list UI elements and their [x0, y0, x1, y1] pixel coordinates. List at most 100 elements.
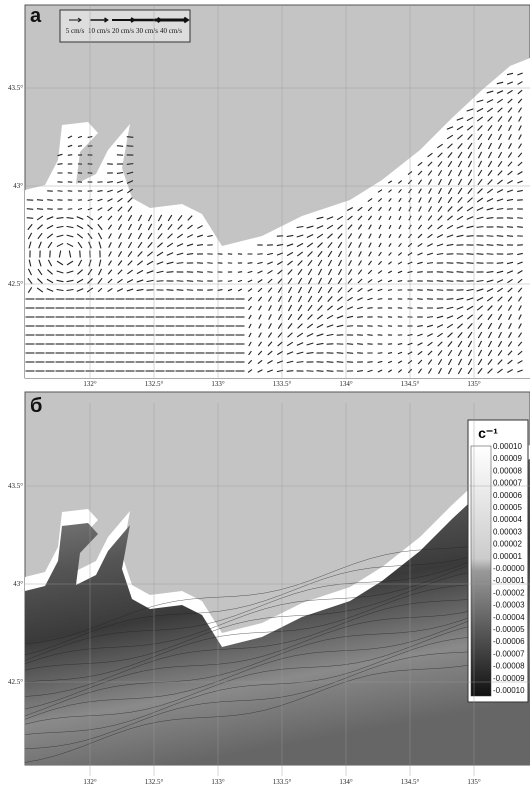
- current-arrow: [507, 236, 513, 237]
- legend-label: 30 cm/s: [136, 27, 158, 35]
- lon-label: 133.5°: [273, 380, 292, 388]
- lon-label: 135°: [467, 380, 481, 388]
- colorbar-label: -0.00009: [493, 674, 525, 683]
- current-arrow: [117, 146, 123, 147]
- lon-label: 133°: [211, 380, 225, 388]
- lon-label: 133.5°: [273, 778, 292, 786]
- current-arrow: [317, 371, 324, 372]
- current-arrow: [507, 227, 513, 228]
- current-arrow: [177, 263, 184, 264]
- current-arrow: [257, 254, 262, 255]
- colorbar-label: -0.00007: [493, 649, 525, 658]
- current-arrow: [37, 209, 43, 210]
- current-arrow: [167, 290, 174, 291]
- current-arrow: [367, 335, 372, 336]
- lat-label: 42.5°: [8, 678, 23, 686]
- current-arrow: [378, 299, 383, 300]
- colorbar-label: -0.00003: [493, 601, 525, 610]
- current-arrow: [477, 227, 484, 228]
- current-arrow: [367, 308, 372, 309]
- current-arrow: [487, 254, 494, 255]
- current-arrow: [327, 362, 334, 363]
- lon-label: 132°: [83, 380, 97, 388]
- current-arrow: [467, 236, 474, 237]
- current-arrow: [467, 254, 474, 255]
- current-arrow: [517, 218, 523, 219]
- lat-label: 43°: [13, 182, 23, 190]
- current-arrow: [127, 137, 134, 138]
- current-arrow: [447, 272, 454, 273]
- current-arrow: [417, 272, 423, 273]
- current-arrow: [437, 290, 443, 291]
- current-arrow: [197, 281, 203, 282]
- legend-label: 20 cm/s: [112, 27, 134, 35]
- lat-label: 42.5°: [8, 280, 23, 288]
- current-arrow: [167, 272, 174, 273]
- colorbar-label: -0.00004: [493, 613, 525, 622]
- legend-label: 10 cm/s: [88, 27, 110, 35]
- current-arrow: [427, 317, 433, 318]
- current-arrow: [68, 155, 72, 156]
- current-arrow: [447, 299, 454, 300]
- current-arrow: [497, 245, 503, 246]
- colorbar-label: 0.00006: [493, 491, 522, 500]
- current-arrow: [487, 245, 494, 246]
- colorbar-label: 0.00010: [493, 442, 522, 451]
- current-arrow: [517, 227, 523, 228]
- current-arrow: [347, 344, 353, 345]
- current-arrow: [177, 290, 184, 291]
- lat-label: 43°: [13, 580, 23, 588]
- current-arrow: [357, 344, 363, 345]
- current-arrow: [57, 191, 62, 192]
- current-arrow: [37, 200, 43, 201]
- current-arrow: [207, 263, 212, 264]
- lat-label: 43.5°: [8, 84, 23, 92]
- lon-label: 134.5°: [401, 380, 420, 388]
- current-arrow: [388, 290, 392, 291]
- colorbar-label: -0.00008: [493, 662, 525, 671]
- lon-label: 132.5°: [145, 778, 164, 786]
- current-arrow: [127, 146, 134, 147]
- current-arrow: [437, 281, 443, 282]
- legend-label: 40 cm/s: [160, 27, 182, 35]
- current-arrow: [447, 281, 454, 282]
- colorbar-label: 0.00001: [493, 552, 522, 561]
- lat-label: 43.5°: [8, 482, 23, 490]
- current-arrow: [197, 272, 203, 273]
- current-arrow: [457, 263, 464, 264]
- current-arrow: [427, 290, 433, 291]
- legend-arrow: [155, 18, 187, 22]
- lon-label: 134.5°: [401, 778, 420, 786]
- colorbar-label: 0.00009: [493, 454, 522, 463]
- panel-b: б с⁻¹ 0.000100.000090.000080.000070.0000…: [25, 392, 530, 765]
- figure: а 5 cm/s10 cm/s20 cm/s30 cm/s40 cm/s б с…: [0, 0, 530, 789]
- lon-label: 132.5°: [145, 380, 164, 388]
- legend-label: 5 cm/s: [66, 27, 85, 35]
- current-arrow: [347, 353, 353, 354]
- lon-label: 133°: [211, 778, 225, 786]
- colorbar-label: 0.00002: [493, 540, 522, 549]
- current-arrow: [297, 362, 304, 363]
- current-arrow: [437, 308, 443, 309]
- current-arrow: [187, 281, 193, 282]
- current-arrow: [27, 209, 33, 210]
- current-arrow: [337, 362, 344, 363]
- current-arrow: [57, 164, 62, 165]
- colorbar-label: -0.00010: [493, 686, 525, 695]
- legend-box: [60, 10, 190, 42]
- current-arrow: [457, 272, 464, 273]
- current-arrow: [477, 245, 484, 246]
- colorbar-label: 0.00008: [493, 466, 522, 475]
- current-arrow: [238, 272, 242, 273]
- colorbar-label: 0.00007: [493, 479, 522, 488]
- colorbar-label: 0.00003: [493, 527, 522, 536]
- current-arrow: [228, 281, 232, 282]
- current-arrow: [177, 281, 184, 282]
- colorbar-label: 0.00004: [493, 515, 522, 524]
- current-arrow: [307, 371, 314, 372]
- current-arrow: [367, 362, 372, 363]
- current-arrow: [497, 263, 503, 264]
- panel-label: а: [30, 5, 42, 27]
- lon-label: 135°: [467, 778, 481, 786]
